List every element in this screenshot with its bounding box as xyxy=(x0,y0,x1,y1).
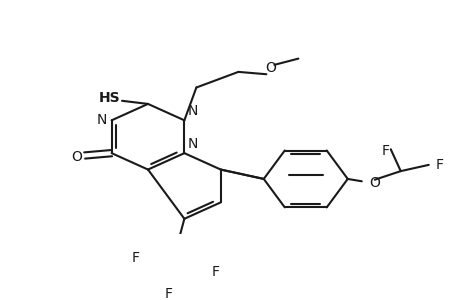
Text: O: O xyxy=(71,150,82,164)
Text: N: N xyxy=(96,113,106,127)
Text: O: O xyxy=(264,61,275,75)
Text: F: F xyxy=(435,158,443,172)
Text: N: N xyxy=(187,104,197,118)
Text: F: F xyxy=(381,144,389,158)
Text: HS: HS xyxy=(99,91,121,105)
Text: F: F xyxy=(211,265,219,279)
Text: O: O xyxy=(369,176,380,190)
Text: F: F xyxy=(164,287,172,300)
Text: N: N xyxy=(187,137,197,151)
Text: F: F xyxy=(131,251,139,265)
